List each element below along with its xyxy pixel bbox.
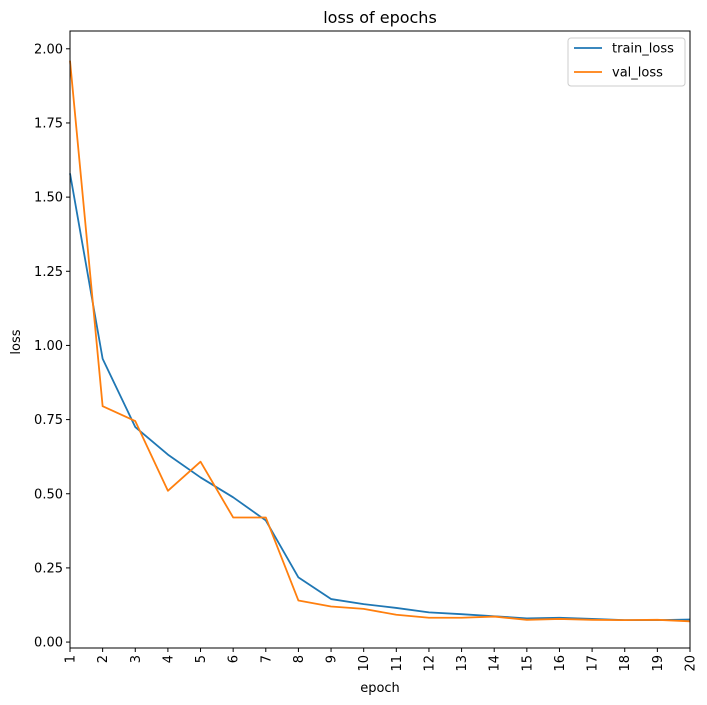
y-tick-label: 1.00 (34, 339, 63, 354)
y-tick-label: 1.50 (34, 191, 63, 206)
y-tick-label: 0.00 (34, 636, 63, 651)
y-tick-label: 1.75 (34, 116, 63, 131)
legend-box (567, 37, 686, 87)
x-tick-label: 19 (651, 655, 666, 672)
x-tick-label: 16 (553, 655, 568, 672)
y-tick-label: 2.00 (34, 42, 63, 57)
x-tick-label: 2 (96, 655, 111, 663)
series-line-train-loss (69, 173, 691, 622)
chart-title: loss of epochs (323, 8, 437, 27)
x-tick-label: 15 (520, 655, 535, 672)
legend: train_loss val_loss (567, 37, 686, 87)
x-tick-label: 8 (292, 655, 307, 663)
x-tick-label: 11 (390, 655, 405, 672)
x-tick-label: 6 (227, 655, 242, 663)
x-tick-label: 17 (586, 655, 601, 672)
x-tick-label: 12 (422, 655, 437, 672)
x-tick-label: 20 (684, 655, 699, 672)
series-lines (69, 60, 691, 623)
x-tick-label: 1 (64, 655, 79, 663)
x-axis-label: epoch (360, 681, 400, 696)
x-tick-label: 10 (357, 655, 372, 672)
x-tick-label: 14 (488, 655, 503, 672)
plot-frame (69, 30, 691, 649)
x-tick-label: 3 (129, 655, 144, 663)
y-tick-label: 0.50 (34, 487, 63, 502)
y-tick-label: 0.25 (34, 561, 63, 576)
x-tick-label: 5 (194, 655, 209, 663)
x-axis-ticks: 1 2 3 4 5 6 7 8 9 10 11 12 13 14 15 16 17 18 19 20 (64, 648, 699, 672)
x-tick-label: 13 (455, 655, 470, 672)
x-tick-label: 7 (259, 655, 274, 663)
series-line-val-loss (69, 60, 691, 623)
y-axis-label: loss (9, 329, 24, 354)
x-tick-label: 4 (161, 655, 176, 663)
x-tick-label: 18 (618, 655, 633, 672)
y-axis-ticks: 0.00 0.25 0.50 0.75 1.00 1.25 1.50 1.75 2.00 (34, 42, 70, 651)
x-tick-label: 9 (325, 655, 340, 663)
y-tick-label: 1.25 (34, 265, 63, 280)
legend-label: val_loss (612, 66, 663, 81)
y-tick-label: 0.75 (34, 413, 63, 428)
legend-label: train_loss (612, 42, 674, 57)
